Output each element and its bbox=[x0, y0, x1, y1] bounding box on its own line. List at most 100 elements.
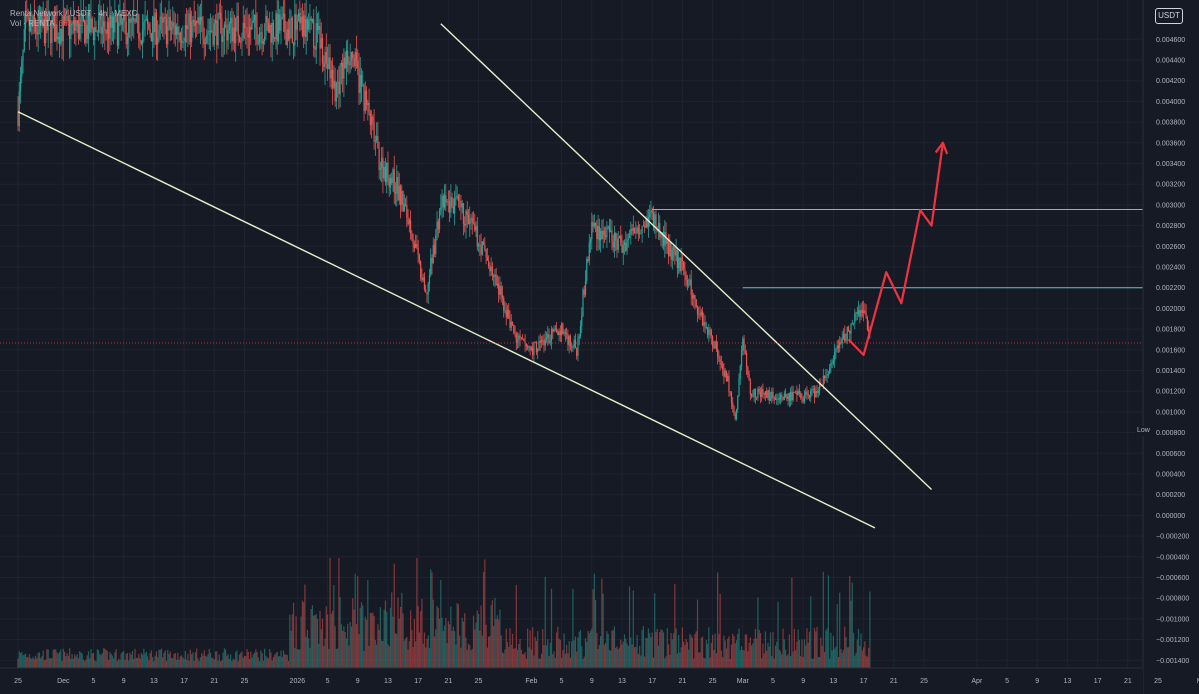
candle-body bbox=[691, 295, 694, 299]
volume-bar bbox=[465, 637, 467, 668]
currency-button[interactable]: USDT bbox=[1155, 8, 1183, 24]
candle-body bbox=[318, 25, 320, 31]
candle-body bbox=[250, 26, 252, 30]
candle-body bbox=[387, 162, 389, 178]
volume-bar bbox=[544, 576, 546, 668]
volume-bar bbox=[500, 635, 502, 668]
price-tick-label: 0.001600 bbox=[1156, 347, 1185, 354]
candle-body bbox=[213, 23, 215, 45]
candle-body bbox=[187, 24, 189, 30]
candle-body bbox=[748, 374, 750, 381]
volume-bar bbox=[617, 649, 619, 668]
candle-body bbox=[772, 391, 774, 398]
volume-bar bbox=[147, 656, 149, 668]
candle-body bbox=[94, 27, 96, 40]
price-tick-label: 0.000600 bbox=[1156, 451, 1185, 458]
volume-bar bbox=[91, 653, 93, 668]
candle-body bbox=[521, 338, 524, 340]
candle-body bbox=[167, 26, 169, 45]
volume-bar bbox=[578, 631, 580, 668]
candle-body bbox=[281, 17, 283, 20]
candle-body bbox=[615, 232, 617, 241]
volume-bar bbox=[830, 632, 832, 668]
candle-body bbox=[153, 16, 155, 33]
symbol-legend[interactable]: Renta Network / USDT · 4h · MEXC bbox=[10, 9, 138, 18]
volume-bar bbox=[573, 640, 575, 668]
volume-bar bbox=[256, 652, 258, 668]
candle-body bbox=[357, 60, 359, 69]
candle-body bbox=[684, 269, 686, 276]
candle-body bbox=[715, 341, 717, 350]
volume-bar bbox=[353, 609, 355, 668]
candle-body bbox=[650, 210, 652, 215]
volume-bar bbox=[388, 646, 390, 668]
volume-bar bbox=[471, 648, 473, 668]
candle-body bbox=[655, 214, 657, 227]
volume-bar bbox=[757, 597, 759, 668]
volume-bar bbox=[251, 657, 253, 668]
volume-bar bbox=[222, 652, 224, 668]
volume-bar bbox=[816, 626, 818, 668]
candle-body bbox=[751, 394, 753, 397]
volume-bar bbox=[472, 615, 475, 668]
candle-body bbox=[337, 82, 339, 83]
candle-body bbox=[381, 157, 383, 169]
volume-bar bbox=[698, 652, 700, 668]
volume-bar bbox=[791, 577, 793, 668]
candle-body bbox=[548, 334, 550, 343]
candle-body bbox=[459, 201, 461, 202]
volume-legend[interactable]: Vol · RENTA 363.81K bbox=[10, 19, 89, 28]
candle-body bbox=[118, 22, 120, 46]
volume-bar bbox=[628, 586, 631, 668]
volume-bar bbox=[58, 651, 61, 668]
candle-body bbox=[256, 27, 258, 44]
candle-body bbox=[816, 391, 818, 393]
volume-bar bbox=[605, 642, 607, 668]
volume-bar bbox=[334, 626, 336, 668]
candle-body bbox=[603, 230, 605, 235]
volume-bar bbox=[231, 661, 233, 668]
volume-bar bbox=[615, 647, 617, 668]
volume-bar bbox=[491, 600, 493, 668]
candle-body bbox=[632, 227, 634, 231]
candle-body bbox=[498, 283, 500, 295]
price-axis[interactable]: 0.004600 0.004400 0.004200 0.004000 0.003800… bbox=[1142, 0, 1199, 694]
volume-bar bbox=[709, 657, 711, 668]
trendlines[interactable] bbox=[17, 23, 933, 529]
candle-body bbox=[437, 221, 439, 230]
volume-bar bbox=[597, 648, 599, 668]
volume-bar bbox=[114, 652, 116, 668]
candle-body bbox=[369, 113, 371, 126]
volume-bar bbox=[564, 653, 566, 668]
candle-body bbox=[47, 16, 49, 31]
volume-bar bbox=[309, 647, 311, 668]
candle-body bbox=[466, 211, 468, 215]
candle-body bbox=[845, 339, 847, 342]
candle-body bbox=[641, 226, 643, 234]
volume-bar bbox=[771, 656, 773, 668]
volume-bar bbox=[241, 651, 243, 668]
volume-bar bbox=[138, 654, 140, 668]
volume-bar bbox=[174, 653, 176, 668]
time-axis[interactable]: 25 Dec 5 9 13 17 21 25 2026 5 9 13 17 21 25 Feb 5 9 13 17 21… bbox=[0, 667, 1199, 694]
volume-bar bbox=[325, 606, 327, 668]
price-tick-label: −0.001000 bbox=[1156, 616, 1189, 623]
volume-bar bbox=[772, 632, 774, 668]
candle-body bbox=[469, 219, 471, 225]
candle-body bbox=[350, 51, 353, 62]
volume-bar bbox=[778, 649, 780, 668]
candle-body bbox=[479, 244, 481, 246]
candle-body bbox=[763, 392, 765, 395]
candle-body bbox=[152, 16, 154, 42]
candle-body bbox=[660, 236, 662, 238]
candle-body bbox=[529, 346, 531, 350]
volume-bar bbox=[562, 650, 564, 668]
projection-path[interactable] bbox=[847, 141, 949, 357]
candle-body bbox=[620, 235, 622, 243]
volume-bar bbox=[115, 649, 117, 668]
volume-bar bbox=[450, 606, 452, 668]
candle-body bbox=[267, 22, 270, 33]
candle-body bbox=[764, 391, 767, 395]
candle-body bbox=[591, 222, 593, 240]
